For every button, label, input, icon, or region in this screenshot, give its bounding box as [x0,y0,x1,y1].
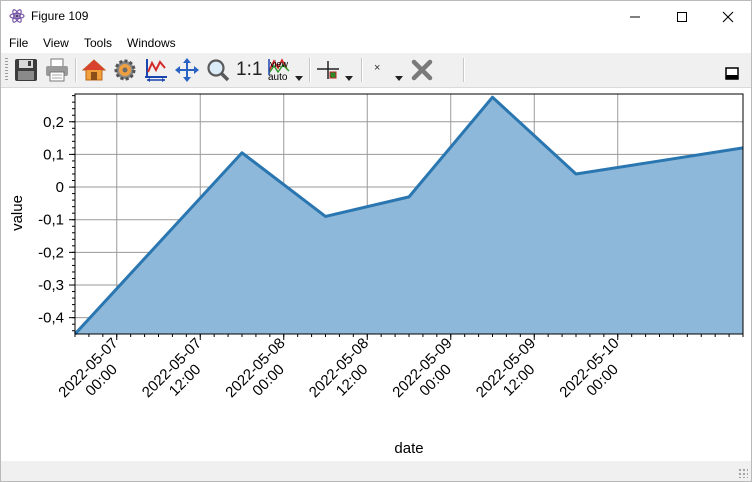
delete-icon[interactable] [409,57,435,83]
dock-window-icon[interactable] [724,61,740,87]
y-tick-label: -0,1 [38,212,64,229]
save-icon[interactable] [13,57,39,83]
chevron-down-icon[interactable] [395,66,403,92]
close-icon [722,11,734,23]
y-tick-label: -0,3 [38,277,64,294]
view-auto-button[interactable]: view auto [267,57,293,83]
close-button[interactable] [705,1,751,32]
toolbar-grip[interactable] [5,58,8,82]
chevron-down-icon[interactable] [295,66,303,92]
toolbar-separator [309,58,311,82]
y-tick-label: -0,4 [38,310,64,327]
chevron-down-icon[interactable] [345,66,353,92]
minimize-icon [630,16,640,18]
x-axis-label: date [394,440,423,457]
toolbar-separator [75,58,77,82]
one-to-one-button[interactable]: 1:1 [236,59,263,80]
home-icon[interactable] [81,57,107,83]
menu-windows[interactable]: Windows [127,36,176,50]
view-label: view [270,59,289,69]
y-tick-label: -0,2 [38,244,64,261]
toolbar-separator [361,58,363,82]
menu-bar: File View Tools Windows [1,32,751,53]
toolbar: 1:1 view auto × [1,53,751,88]
title-bar[interactable]: Figure 109 [1,1,751,32]
toolbar-separator [463,58,465,82]
menu-view[interactable]: View [43,36,69,50]
plot-canvas[interactable]: -0,4 -0,3 -0,2 -0,1 0 0,1 0,2 2022-05-07 00:00 2… [1,88,751,461]
gear-icon[interactable] [112,57,138,83]
crosshair-icon[interactable] [315,57,341,83]
y-tick-label: 0 [56,179,64,196]
menu-file[interactable]: File [9,36,29,50]
series-line [73,95,744,336]
maximize-icon [677,12,687,22]
window-title: Figure 109 [31,9,89,23]
status-bar [1,461,751,481]
menu-tools[interactable]: Tools [84,36,113,50]
y-tick-label: 0,2 [43,114,64,131]
axis-editor-icon[interactable] [143,57,169,83]
app-icon [9,9,25,23]
maximize-button[interactable] [659,1,705,32]
resize-grip[interactable] [738,468,748,478]
y-tick-label: 0,1 [43,146,64,163]
view-auto-icon [268,58,290,75]
pan-icon[interactable] [174,57,200,83]
y-axis-label: value [9,195,26,231]
zoom-icon[interactable] [205,57,231,83]
auto-label: auto [268,72,288,83]
area-fill [75,97,743,334]
print-icon[interactable] [44,57,70,83]
minimize-button[interactable] [612,1,658,32]
marker-style-button[interactable]: × [374,62,381,74]
